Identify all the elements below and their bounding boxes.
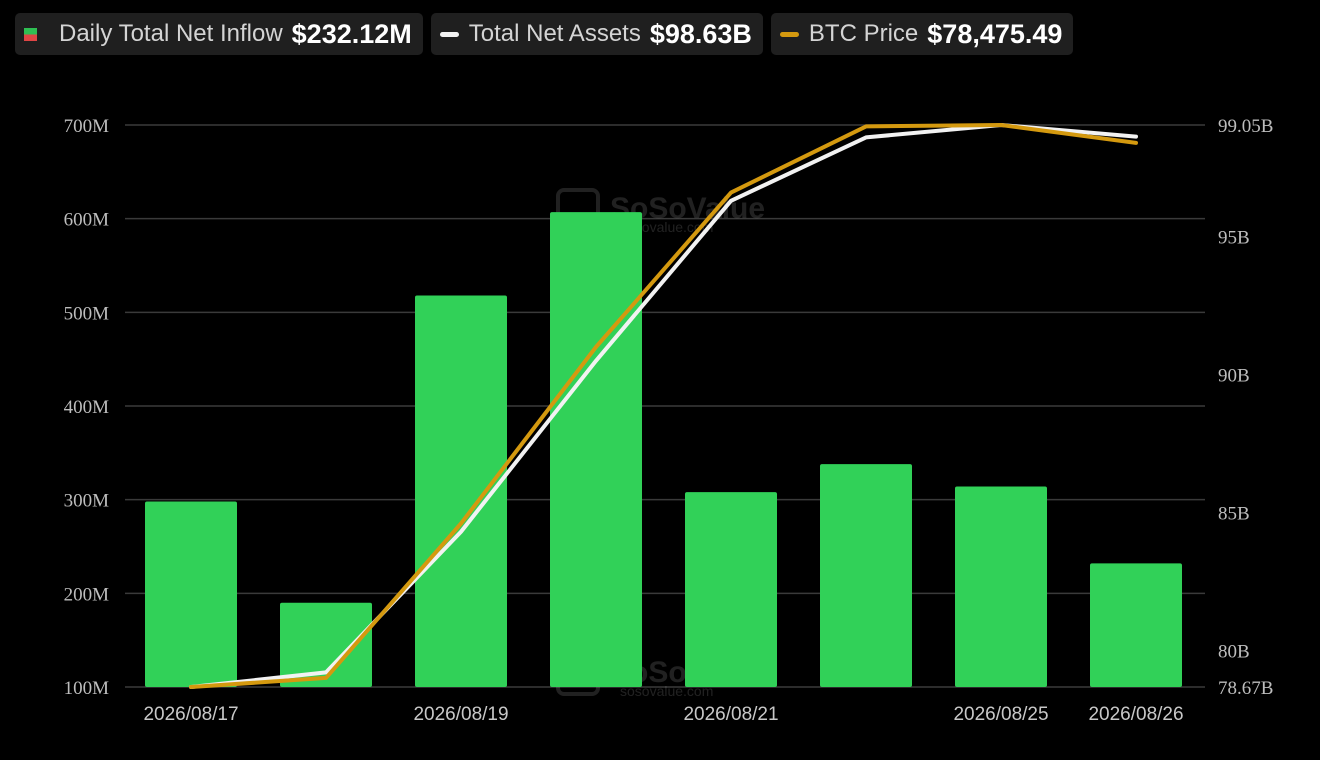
inflow-square-icon bbox=[24, 27, 37, 41]
right-tick-label: 80B bbox=[1218, 641, 1250, 662]
x-tick-label: 2026/08/21 bbox=[683, 704, 778, 725]
right-tick-label: 90B bbox=[1218, 366, 1250, 387]
legend-price-label: BTC Price bbox=[808, 20, 919, 47]
watermark-site: sosovalue.com bbox=[620, 219, 713, 235]
legend-price-value: $78,475.49 bbox=[927, 18, 1063, 49]
left-tick-label: 200M bbox=[64, 584, 110, 605]
right-tick-label: 85B bbox=[1218, 503, 1250, 524]
left-tick-label: 400M bbox=[64, 397, 110, 418]
left-tick-label: 300M bbox=[64, 491, 110, 512]
right-tick-label: 78.67B bbox=[1218, 678, 1273, 699]
inflow-bar bbox=[550, 212, 642, 688]
left-axis: 100M 200M 300M 400M 500M 600M 700M bbox=[64, 116, 110, 699]
x-tick-label: 2026/08/17 bbox=[143, 704, 238, 725]
left-tick-label: 500M bbox=[64, 303, 110, 324]
lines-layer bbox=[189, 123, 1138, 689]
price-line-icon bbox=[779, 31, 799, 37]
legend-price-chip[interactable]: BTC Price $78,475.49 bbox=[770, 13, 1074, 55]
inflow-bar bbox=[955, 486, 1047, 687]
inflow-bar bbox=[145, 501, 237, 687]
x-axis: 2026/08/17 2026/08/19 2026/08/21 2026/08/25… bbox=[143, 704, 1183, 725]
inflow-bar bbox=[820, 464, 912, 687]
x-tick-label: 2026/08/25 bbox=[953, 704, 1048, 725]
inflow-bar bbox=[685, 492, 777, 687]
right-axis: 78.67B 80B 85B 90B 95B 99.05B bbox=[1218, 116, 1273, 699]
left-tick-label: 700M bbox=[64, 116, 110, 137]
legend-bar: Daily Total Net Inflow $232.12M Total Ne… bbox=[15, 13, 1074, 55]
legend-assets-label: Total Net Assets bbox=[468, 20, 641, 47]
legend-assets-value: $98.63B bbox=[649, 18, 752, 49]
assets-line-icon bbox=[439, 31, 459, 37]
legend-inflow-value: $232.12M bbox=[291, 18, 412, 49]
x-tick-label: 2026/08/19 bbox=[413, 704, 508, 725]
left-tick-label: 600M bbox=[64, 210, 110, 231]
right-tick-label: 95B bbox=[1218, 228, 1250, 249]
legend-inflow-chip[interactable]: Daily Total Net Inflow $232.12M bbox=[15, 13, 423, 55]
btc-price-line bbox=[189, 123, 1138, 689]
inflow-bar bbox=[1090, 563, 1182, 687]
left-tick-label: 100M bbox=[64, 678, 110, 699]
right-tick-label: 99.05B bbox=[1218, 116, 1273, 137]
inflow-bar bbox=[280, 602, 372, 687]
legend-assets-chip[interactable]: Total Net Assets $98.63B bbox=[430, 13, 763, 55]
inflow-bar bbox=[415, 295, 507, 687]
legend-inflow-label: Daily Total Net Inflow bbox=[59, 20, 283, 47]
x-tick-label: 2026/08/26 bbox=[1088, 704, 1183, 725]
